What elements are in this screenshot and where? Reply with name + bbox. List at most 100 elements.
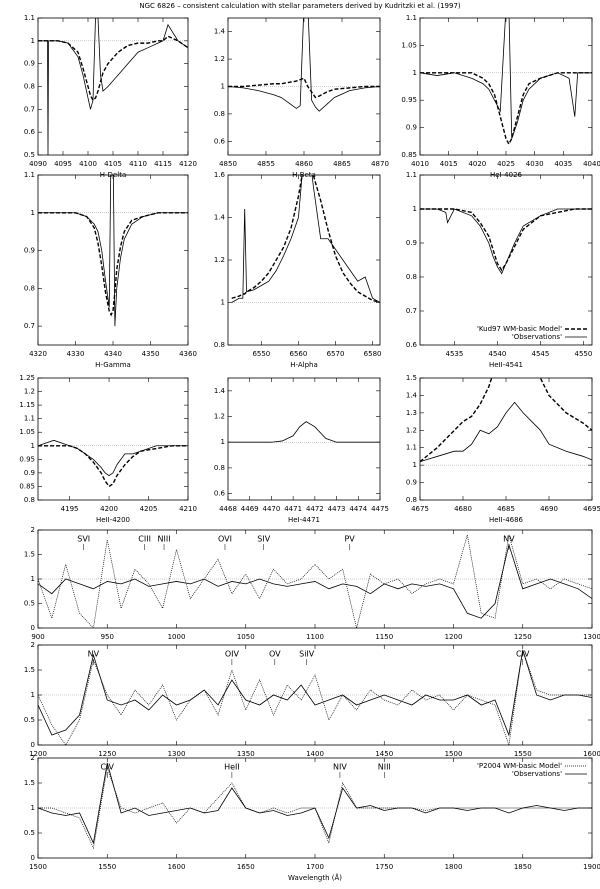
x-tick-label: 4473 [328, 505, 346, 513]
x-tick-label: 1050 [237, 633, 255, 641]
x-tick-label: 4035 [554, 160, 572, 168]
spectrum-line [38, 534, 592, 628]
x-tick-label: 4865 [333, 160, 351, 168]
y-tick-label: 1.25 [19, 374, 35, 382]
x-tick-label: 4010 [411, 160, 429, 168]
y-tick-label: 0.5 [24, 600, 35, 608]
plot-frame [37, 377, 189, 501]
x-tick-label: 4025 [497, 160, 515, 168]
x-tick-label: 4360 [179, 350, 197, 358]
plot-frame [419, 17, 593, 156]
y-tick-label: 1.1 [406, 444, 417, 452]
y-tick-label: 0.6 [406, 341, 418, 349]
y-tick-label: 0.9 [406, 239, 417, 247]
panel-label: HeII-4200 [96, 516, 130, 524]
spectrum-line [228, 421, 380, 443]
y-tick-label: 1 [31, 37, 35, 45]
line-id-label: SIV [257, 535, 270, 544]
x-tick-label: 4675 [411, 505, 429, 513]
x-tick-label: 4100 [79, 160, 97, 168]
y-tick-label: 1.4 [214, 28, 226, 36]
y-tick-label: 0.7 [24, 322, 35, 330]
spectrum-line [38, 762, 592, 845]
legend-label: 'P2004 WM-basic Model' [477, 762, 562, 770]
x-tick-label: 4475 [371, 505, 389, 513]
y-tick-label: 1 [413, 69, 417, 77]
plot-frame [37, 529, 593, 629]
x-tick-label: 4210 [179, 505, 197, 513]
y-tick-label: 0.8 [24, 284, 35, 292]
x-axis-label: Wavelength (Å) [288, 873, 342, 882]
panel-label: H-Gamma [95, 361, 131, 369]
y-tick-label: 1 [31, 442, 35, 450]
x-tick-label: 1250 [514, 633, 532, 641]
plot-frame [227, 377, 381, 501]
plot-frame [37, 644, 593, 746]
x-tick-label: 4685 [497, 505, 515, 513]
y-tick-label: 0.7 [24, 105, 35, 113]
y-tick-label: 1.2 [24, 388, 35, 396]
x-tick-label: 1000 [168, 633, 186, 641]
x-tick-label: 1550 [98, 863, 116, 871]
x-tick-label: 4195 [61, 505, 79, 513]
y-tick-label: 1.2 [214, 413, 225, 421]
y-tick-label: 0.5 [24, 151, 35, 159]
line-id-label: OV [269, 650, 281, 659]
spectrum-line [420, 208, 592, 275]
y-tick-label: 0.8 [24, 496, 35, 504]
y-tick-label: 0.5 [24, 829, 35, 837]
x-tick-label: 4469 [241, 505, 259, 513]
x-tick-label: 4850 [219, 160, 237, 168]
line-id-label: SVI [77, 535, 90, 544]
x-tick-label: 1850 [514, 863, 532, 871]
x-tick-label: 6560 [290, 350, 308, 358]
y-tick-label: 0.8 [214, 341, 225, 349]
y-tick-label: 0.95 [19, 455, 35, 463]
x-tick-label: 4535 [445, 350, 463, 358]
y-tick-label: 1.15 [19, 401, 35, 409]
y-tick-label: 0.9 [406, 479, 417, 487]
y-tick-label: 2 [31, 754, 35, 762]
x-tick-label: 4205 [140, 505, 158, 513]
figure-title: NGC 6826 – consistent calculation with s… [139, 2, 461, 10]
x-tick-label: 1200 [29, 750, 47, 758]
y-tick-label: 0.8 [214, 464, 225, 472]
spectrum-line [38, 175, 188, 327]
x-tick-label: 4330 [67, 350, 85, 358]
line-id-label: CIV [516, 650, 530, 659]
y-tick-label: 0.8 [24, 83, 35, 91]
y-tick-label: 0.8 [406, 496, 417, 504]
x-tick-label: 1700 [306, 863, 324, 871]
y-tick-label: 2 [31, 526, 35, 534]
y-tick-label: 1.1 [24, 14, 35, 22]
x-tick-label: 1350 [237, 750, 255, 758]
line-id-label: SiIV [299, 650, 315, 659]
x-tick-label: 1400 [306, 750, 324, 758]
x-tick-label: 950 [101, 633, 114, 641]
x-tick-label: 1500 [445, 750, 463, 758]
y-tick-label: 1.1 [24, 415, 35, 423]
x-tick-label: 4550 [574, 350, 592, 358]
line-id-label: OVI [218, 535, 232, 544]
spectrum-line [228, 18, 380, 112]
x-tick-label: 6550 [252, 350, 270, 358]
y-tick-label: 1.1 [406, 14, 417, 22]
y-tick-label: 1.2 [214, 256, 225, 264]
panel-label: HeII-4541 [489, 361, 523, 369]
legend-label: 'Observations' [512, 770, 562, 778]
line-id-label: NIII [378, 763, 391, 772]
x-tick-label: 4690 [540, 505, 558, 513]
x-tick-label: 4860 [295, 160, 313, 168]
y-tick-label: 1.5 [406, 374, 417, 382]
spectrum-line [38, 445, 188, 488]
line-id-label: PV [344, 535, 355, 544]
plot-frame [227, 174, 381, 346]
x-tick-label: 1300 [583, 633, 600, 641]
y-tick-label: 0 [31, 854, 35, 862]
y-tick-label: 1.1 [406, 171, 417, 179]
x-tick-label: 1150 [375, 633, 393, 641]
x-tick-label: 4471 [284, 505, 302, 513]
line-id-label: NIII [158, 535, 171, 544]
y-tick-label: 1.1 [24, 171, 35, 179]
spectrum-line [38, 543, 592, 619]
